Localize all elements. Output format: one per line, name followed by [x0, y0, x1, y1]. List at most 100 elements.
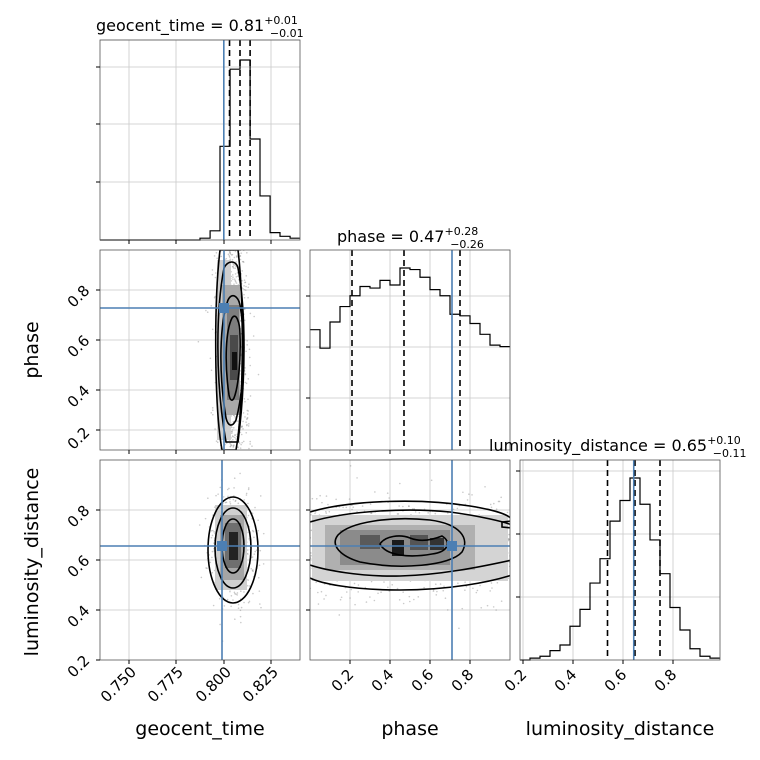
scatter-point: [491, 587, 493, 589]
histogram-phase: [310, 267, 510, 349]
scatter-point: [480, 606, 483, 609]
x-tick-labels: 0.750 0.775 0.800 0.825: [97, 663, 282, 706]
scatter-point: [235, 282, 238, 284]
scatter-point: [457, 582, 459, 584]
scatter-point: [247, 514, 250, 517]
scatter-point: [238, 442, 241, 444]
scatter-point: [239, 255, 241, 257]
scatter-point: [462, 491, 464, 494]
scatter-point: [244, 400, 246, 403]
scatter-point: [248, 348, 251, 351]
scatter-point: [259, 603, 261, 605]
scatter-point: [258, 590, 261, 592]
scatter-point: [231, 258, 234, 261]
scatter-point: [247, 398, 249, 401]
scatter-point: [402, 591, 404, 593]
scatter-point: [253, 536, 255, 539]
scatter-point: [233, 436, 236, 439]
scatter-point: [245, 492, 248, 495]
scatter-point: [468, 493, 470, 496]
scatter-point: [377, 592, 379, 595]
scatter-point: [213, 531, 215, 533]
scatter-point: [257, 529, 259, 532]
gridlines: [310, 250, 510, 450]
scatter-point: [319, 494, 321, 497]
scatter-point: [251, 569, 254, 572]
scatter-point: [211, 550, 214, 553]
truth-marker: [447, 541, 457, 551]
scatter-point: [249, 443, 251, 445]
scatter-point: [349, 465, 352, 467]
scatter-point: [490, 582, 493, 584]
scatter-point: [229, 442, 231, 445]
scatter-point: [241, 425, 243, 428]
y-tick-label: 0.6: [64, 332, 94, 362]
scatter-point: [356, 477, 358, 479]
scatter-point: [248, 538, 250, 540]
x-tick-label: 0.8: [651, 666, 681, 696]
scatter-point: [446, 609, 449, 611]
scatter-point: [472, 587, 474, 590]
scatter-point: [247, 502, 249, 505]
scatter-point: [209, 561, 212, 564]
scatter-point: [252, 592, 254, 595]
scatter-point: [370, 512, 373, 514]
scatter-point: [443, 585, 445, 588]
title-luminosity-distance: luminosity_distance = 0.65+0.10 −0.11: [489, 434, 747, 460]
scatter-point: [198, 524, 201, 526]
scatter-point: [386, 492, 389, 494]
scatter-point: [243, 296, 246, 299]
scatter-point: [236, 255, 239, 258]
scatter-point: [244, 289, 247, 291]
scatter-point: [212, 604, 215, 607]
scatter-point: [237, 420, 239, 422]
scatter-point: [257, 519, 259, 522]
scatter-point: [246, 424, 248, 427]
scatter-point: [402, 505, 404, 508]
scatter-point: [211, 571, 214, 574]
scatter-point: [254, 550, 257, 553]
scatter-point: [228, 250, 231, 253]
scatter-point: [328, 510, 331, 513]
y-tick-label: 0.6: [64, 552, 94, 582]
scatter-point: [226, 488, 229, 491]
scatter-point: [231, 432, 233, 434]
x-tick-label: 0.2: [328, 666, 358, 696]
scatter-point: [240, 606, 243, 609]
scatter-point: [245, 285, 247, 288]
x-tick-label: 0.4: [551, 666, 581, 696]
scatter-point: [234, 592, 236, 595]
scatter-point: [245, 431, 248, 434]
scatter-point: [212, 413, 214, 416]
scatter-point: [243, 591, 245, 593]
scatter-point: [227, 253, 230, 256]
contours: [310, 500, 510, 591]
x-tick-label: 0.6: [601, 666, 631, 696]
scatter-point: [244, 367, 246, 369]
ticks: [96, 289, 272, 454]
scatter-point: [233, 477, 236, 479]
scatter-point: [214, 428, 216, 430]
scatter-point: [230, 280, 233, 282]
scatter-point: [246, 418, 248, 421]
y-tick-labels: 0.8 0.6 0.4 0.2: [64, 282, 94, 454]
scatter-point: [345, 591, 348, 593]
scatter-point: [388, 497, 390, 499]
scatter-point: [252, 530, 255, 533]
scatter-point: [234, 618, 236, 621]
scatter-point: [247, 410, 250, 412]
scatter-point: [439, 583, 442, 585]
scatter-point: [205, 567, 207, 569]
scatter-point: [475, 591, 478, 594]
scatter-point: [310, 514, 312, 516]
scatter-point: [230, 605, 232, 608]
scatter-point: [258, 564, 261, 567]
scatter-point: [233, 278, 236, 280]
scatter-point: [236, 594, 238, 596]
scatter-point: [241, 441, 243, 444]
y-tick-label: 0.8: [64, 282, 94, 312]
scatter-point: [225, 501, 228, 504]
scatter-point: [479, 584, 481, 587]
scatter-point: [353, 582, 356, 585]
scatter-point: [247, 579, 250, 581]
